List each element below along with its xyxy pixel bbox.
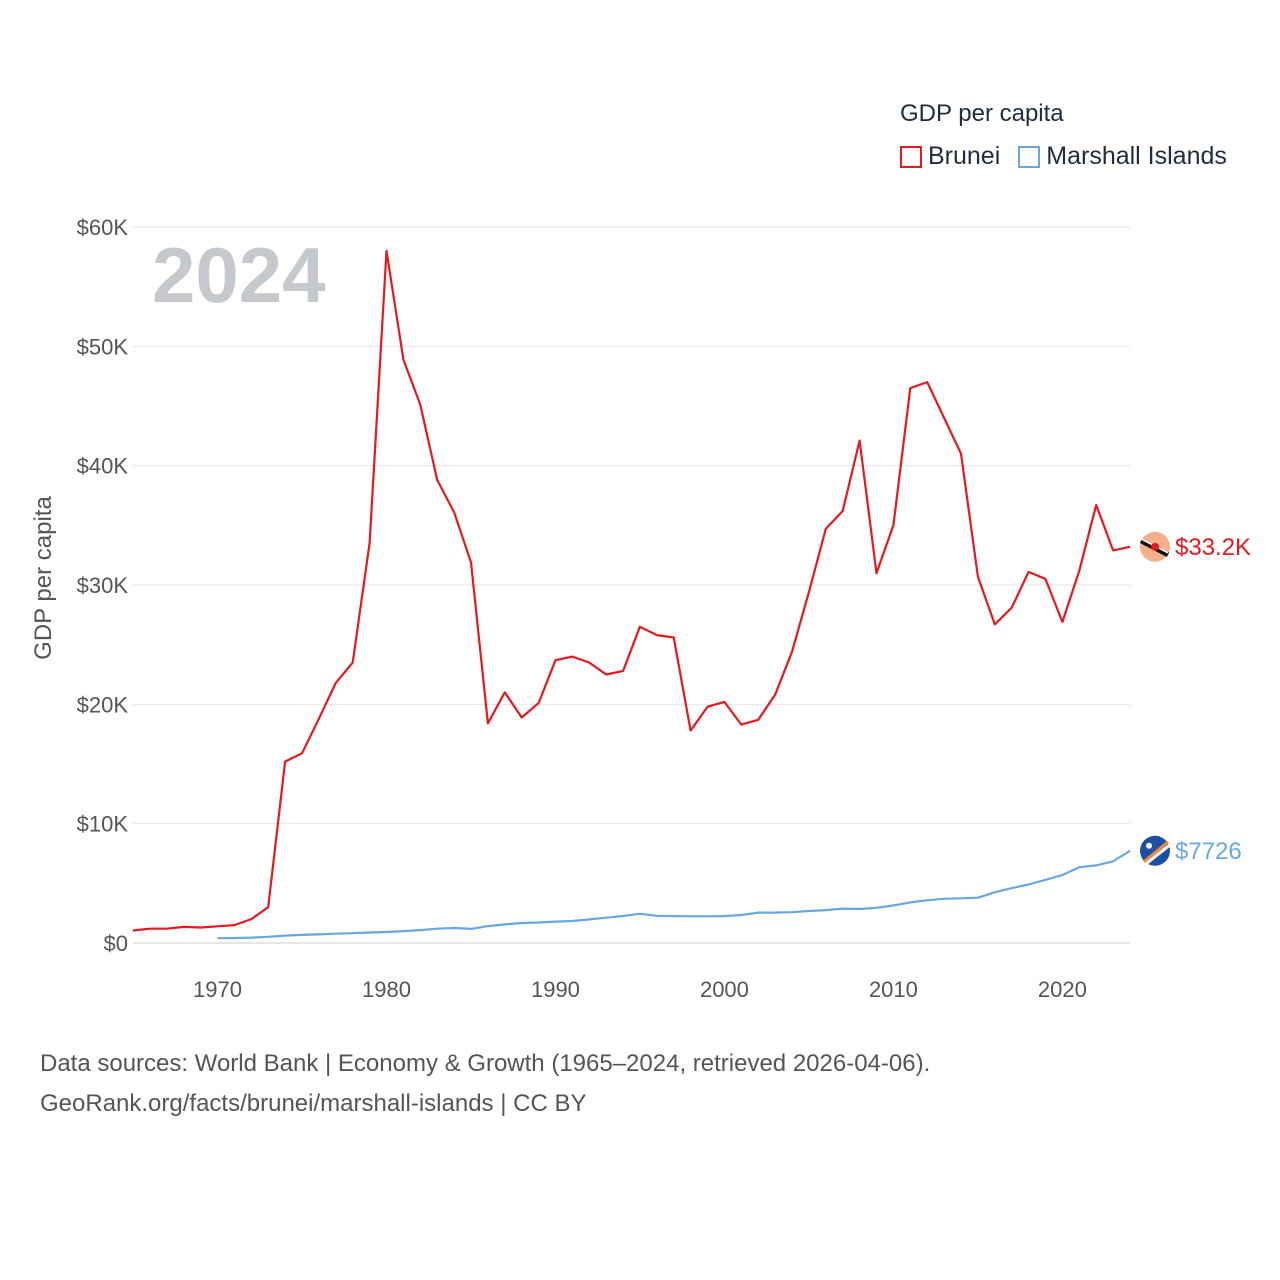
legend-item-brunei[interactable]: Brunei (900, 142, 1000, 171)
y-axis-label: GDP per capita (30, 496, 57, 660)
series-line-marshall-islands (217, 849, 1131, 940)
y-tick-label: $20K (77, 692, 129, 717)
year-label: 2024 (152, 231, 326, 319)
x-tick-label: 1970 (193, 977, 242, 1002)
end-label-brunei: $33.2K (1175, 534, 1251, 561)
y-tick-label: $40K (77, 454, 129, 479)
source-line-1: Data sources: World Bank | Economy & Gro… (40, 1050, 931, 1077)
end-markers: $33.2K $7726 (1139, 531, 1251, 866)
source-line-2[interactable]: GeoRank.org/facts/brunei/marshall-island… (40, 1090, 587, 1117)
x-tick-label: 2020 (1038, 977, 1087, 1002)
legend-item-marshall-islands[interactable]: Marshall Islands (1018, 142, 1227, 171)
flag-marker-marshall-islands (1140, 835, 1171, 866)
series-line-brunei (132, 249, 1131, 932)
y-tick-label: $50K (77, 334, 129, 359)
y-tick-label: $30K (77, 573, 129, 598)
legend: Brunei Marshall Islands (900, 142, 1245, 171)
legend-swatch-brunei (900, 145, 922, 168)
end-label-marshall-islands: $7726 (1175, 838, 1242, 865)
legend-title: GDP per capita (900, 100, 1064, 127)
y-tick-label: $10K (77, 812, 129, 837)
y-tick-label: $0 (104, 931, 128, 956)
y-tick-labels: $0 $10K $20K $30K $40K $50K $60K (77, 215, 129, 956)
x-tick-label: 2010 (869, 977, 918, 1002)
legend-swatch-marshall-islands (1018, 145, 1041, 168)
y-tick-label: $60K (77, 215, 129, 240)
flag-marker-brunei (1139, 531, 1170, 562)
series-lines (132, 249, 1131, 940)
y-gridlines (133, 226, 1130, 944)
x-tick-label: 2000 (700, 977, 749, 1002)
legend-label-brunei: Brunei (928, 142, 1001, 170)
source-note: Data sources: World Bank | Economy & Gro… (40, 1044, 930, 1124)
x-tick-label: 1980 (362, 977, 411, 1002)
x-tick-labels: 1970 1980 1990 2000 2010 2020 (193, 977, 1087, 1002)
x-tick-label: 1990 (531, 977, 580, 1002)
legend-label-marshall-islands: Marshall Islands (1046, 142, 1227, 170)
